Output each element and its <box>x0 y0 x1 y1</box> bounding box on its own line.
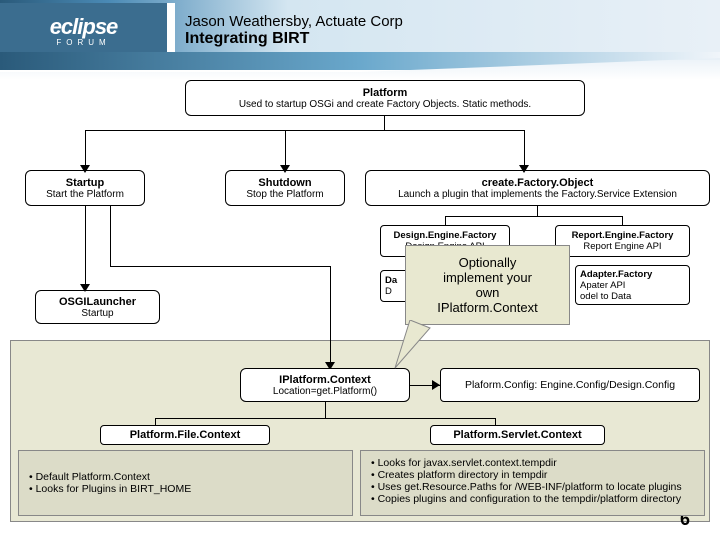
osgi-title: OSGILauncher <box>59 296 136 308</box>
platform-subtitle: Used to startup OSGi and create Factory … <box>239 99 531 110</box>
file-context-box: Platform.File.Context <box>100 425 270 445</box>
shutdown-box: Shutdown Stop the Platform <box>225 170 345 206</box>
right-note-2: Creates platform directory in tempdir <box>371 469 696 481</box>
logo-text: eclipse <box>50 14 118 40</box>
shutdown-title: Shutdown <box>258 177 311 189</box>
shutdown-sub: Stop the Platform <box>246 189 323 200</box>
createfactory-sub: Launch a plugin that implements the Fact… <box>398 189 677 200</box>
file-context-label: Platform.File.Context <box>130 429 241 441</box>
slide-title: Integrating BIRT <box>185 30 403 48</box>
left-note-1: Default Platform.Context <box>29 471 191 483</box>
callout-line2: implement your <box>414 270 561 285</box>
callout-line1: Optionally <box>414 255 561 270</box>
iplatformcontext-box: IPlatform.Context Location=get.Platform(… <box>240 368 410 402</box>
right-note-4: Copies plugins and configuration to the … <box>371 493 696 505</box>
header-curve <box>0 52 720 72</box>
slide-header: eclipse FORUM Jason Weathersby, Actuate … <box>0 0 720 60</box>
adapter-factory-title: Adapter.Factory <box>580 269 652 280</box>
right-note-3: Uses get.Resource.Paths for /WEB-INF/pla… <box>371 481 696 493</box>
osgi-launcher-box: OSGILauncher Startup <box>35 290 160 324</box>
startup-title: Startup <box>66 177 105 189</box>
report-factory-sub: Report Engine API <box>583 241 661 252</box>
createfactory-title: create.Factory.Object <box>482 177 594 189</box>
servlet-context-label: Platform.Servlet.Context <box>453 429 581 441</box>
callout-box: Optionally implement your own IPlatform.… <box>405 245 570 325</box>
callout-line3: own <box>414 285 561 300</box>
platform-title: Platform <box>363 87 408 99</box>
config-text: Plaform.Config: Engine.Config/Design.Con… <box>465 379 675 391</box>
adapter-factory-extra: odel to Data <box>580 291 631 302</box>
adapter-factory-box: Adapter.Factory Apater API odel to Data <box>575 265 690 305</box>
config-box: Plaform.Config: Engine.Config/Design.Con… <box>440 368 700 402</box>
startup-box: Startup Start the Platform <box>25 170 145 206</box>
left-note-2: Looks for Plugins in BIRT_HOME <box>29 483 191 495</box>
osgi-sub: Startup <box>81 308 113 319</box>
right-notes-panel: Looks for javax.servlet.context.tempdir … <box>360 450 705 516</box>
report-factory-box: Report.Engine.Factory Report Engine API <box>555 225 690 257</box>
left-notes-panel: Default Platform.Context Looks for Plugi… <box>18 450 353 516</box>
author-line: Jason Weathersby, Actuate Corp <box>185 13 403 30</box>
right-note-1: Looks for javax.servlet.context.tempdir <box>371 457 696 469</box>
report-factory-title: Report.Engine.Factory <box>572 230 674 241</box>
adapter-factory-sub: Apater API <box>580 280 625 291</box>
callout-line4: IPlatform.Context <box>414 300 561 315</box>
eclipse-logo: eclipse FORUM <box>0 3 175 58</box>
logo-subtext: FORUM <box>56 38 110 47</box>
servlet-context-box: Platform.Servlet.Context <box>430 425 605 445</box>
data-factory-sub: D <box>385 286 392 297</box>
startup-sub: Start the Platform <box>46 189 124 200</box>
createfactory-box: create.Factory.Object Launch a plugin th… <box>365 170 710 206</box>
data-factory-title: Da <box>385 275 397 286</box>
icontext-sub: Location=get.Platform() <box>273 386 377 397</box>
platform-box: Platform Used to startup OSGi and create… <box>185 80 585 116</box>
title-area: Jason Weathersby, Actuate Corp Integrati… <box>175 13 403 48</box>
design-factory-title: Design.Engine.Factory <box>394 230 497 241</box>
icontext-title: IPlatform.Context <box>279 374 371 386</box>
